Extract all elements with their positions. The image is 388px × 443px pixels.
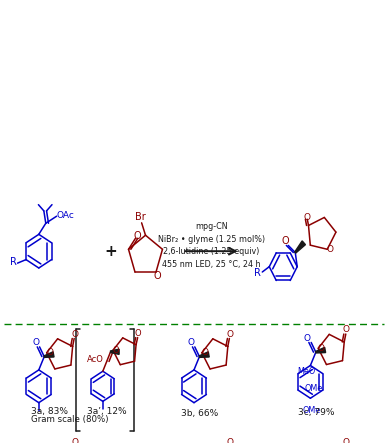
Text: O: O xyxy=(71,438,78,443)
Text: 3b, 66%: 3b, 66% xyxy=(181,409,218,418)
Text: O: O xyxy=(326,245,333,254)
Text: 3a’, 12%: 3a’, 12% xyxy=(87,408,126,416)
Text: O: O xyxy=(32,338,39,347)
Text: O: O xyxy=(46,348,53,357)
Text: O: O xyxy=(343,438,350,443)
Text: +: + xyxy=(104,244,117,259)
Text: OMe: OMe xyxy=(302,406,320,415)
Text: 2,6-lutidine (1.25 equiv): 2,6-lutidine (1.25 equiv) xyxy=(163,247,260,256)
Text: O: O xyxy=(226,438,233,443)
Text: O: O xyxy=(304,334,311,342)
Text: O: O xyxy=(154,271,161,281)
Text: OAc: OAc xyxy=(56,211,74,220)
Text: Gram scale (80%): Gram scale (80%) xyxy=(31,415,109,424)
Text: O: O xyxy=(187,338,194,347)
Polygon shape xyxy=(44,352,54,358)
Text: Br: Br xyxy=(135,212,146,222)
Text: O: O xyxy=(343,325,350,334)
Text: NiBr₂ • glyme (1.25 mol%): NiBr₂ • glyme (1.25 mol%) xyxy=(158,235,265,244)
Text: 3a, 83%: 3a, 83% xyxy=(31,408,68,416)
Text: O: O xyxy=(318,344,325,353)
Text: O: O xyxy=(282,237,289,246)
Text: mpg-CN: mpg-CN xyxy=(195,222,228,231)
Text: O: O xyxy=(134,329,141,338)
Text: R: R xyxy=(10,257,17,267)
Polygon shape xyxy=(316,347,326,353)
Polygon shape xyxy=(199,352,209,358)
Text: MeO: MeO xyxy=(298,367,316,377)
Text: O: O xyxy=(201,348,208,357)
Text: 455 nm LED, 25 °C, 24 h: 455 nm LED, 25 °C, 24 h xyxy=(162,260,261,268)
Polygon shape xyxy=(295,241,305,253)
Text: O: O xyxy=(304,213,311,222)
Text: OMe: OMe xyxy=(304,384,322,393)
Text: R: R xyxy=(254,268,261,278)
Text: 3c, 79%: 3c, 79% xyxy=(298,408,334,417)
Text: O: O xyxy=(71,330,78,338)
Text: O: O xyxy=(113,346,120,355)
Text: AcO: AcO xyxy=(87,355,104,364)
Text: O: O xyxy=(226,330,233,338)
Polygon shape xyxy=(111,349,119,354)
Text: O: O xyxy=(133,230,141,241)
